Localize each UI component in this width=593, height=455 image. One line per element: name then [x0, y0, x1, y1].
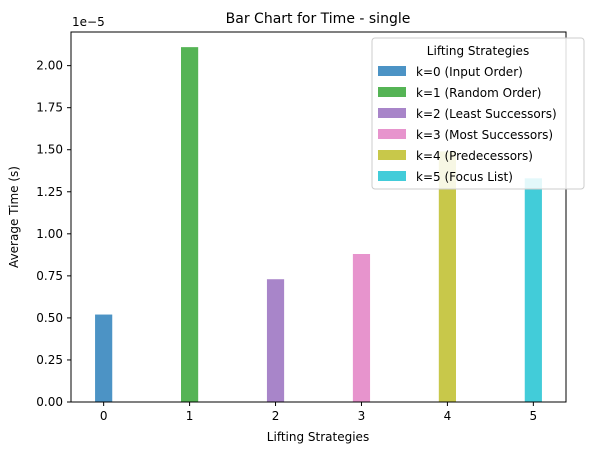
y-tick-label: 1.75 — [36, 101, 63, 115]
bar-5 — [524, 178, 542, 402]
x-tick-label: 4 — [444, 409, 452, 423]
plot-frame — [70, 31, 567, 403]
y-tick-label: 0.75 — [36, 269, 63, 283]
y-tick-label: 0.50 — [36, 311, 63, 325]
legend-entry-1: k=1 (Random Order) — [416, 86, 541, 100]
bar-1 — [181, 47, 199, 403]
y-tick-label: 1.00 — [36, 227, 63, 241]
legend-swatch-3 — [378, 129, 406, 139]
legend-items: k=0 (Input Order) k=1 (Random Order) k=2 (… — [378, 65, 557, 184]
legend-box — [371, 37, 585, 190]
x-tick-label: 0 — [100, 409, 108, 423]
x-tick-label: 5 — [530, 409, 538, 423]
bars — [95, 47, 542, 403]
y-tick-label: 1.25 — [36, 185, 63, 199]
x-tick-label: 3 — [358, 409, 366, 423]
bar-4 — [438, 151, 456, 402]
y-tick-label: 0.25 — [36, 353, 63, 367]
bar-0 — [95, 314, 113, 402]
bar-3 — [352, 254, 371, 402]
legend-swatch-4 — [378, 150, 406, 160]
y-tick-label: 1.50 — [36, 143, 63, 157]
legend-entry-0: k=0 (Input Order) — [416, 65, 523, 79]
legend-entry-4: k=4 (Predecessors) — [416, 149, 533, 163]
chart-title: Bar Chart for Time - single — [226, 11, 411, 27]
axis-ticks: 0 1 2 3 4 5 0.00 0.25 0.50 0.75 1.00 1.25 1.50 1.75 2.… — [36, 59, 537, 423]
y-tick-label: 2.00 — [36, 59, 63, 73]
y-scale-label: 1e−5 — [72, 15, 105, 29]
x-tick-label: 2 — [272, 409, 280, 423]
x-tick-label: 1 — [186, 409, 194, 423]
legend-title: Lifting Strategies — [427, 44, 529, 58]
y-tick-label: 0.00 — [36, 395, 63, 409]
legend-entry-2: k=2 (Least Successors) — [416, 107, 557, 121]
legend-swatch-2 — [378, 108, 406, 118]
legend-swatch-0 — [378, 66, 406, 76]
y-axis-label: Average Time (s) — [7, 166, 21, 268]
legend: Lifting Strategies k=0 (Input Order) k=1 … — [371, 37, 585, 190]
legend-entry-5: k=5 (Focus List) — [416, 170, 513, 184]
bar-2 — [266, 279, 285, 402]
legend-entry-3: k=3 (Most Successors) — [416, 128, 553, 142]
x-axis-label: Lifting Strategies — [267, 430, 369, 444]
legend-swatch-1 — [378, 87, 406, 97]
legend-swatch-5 — [378, 171, 406, 181]
